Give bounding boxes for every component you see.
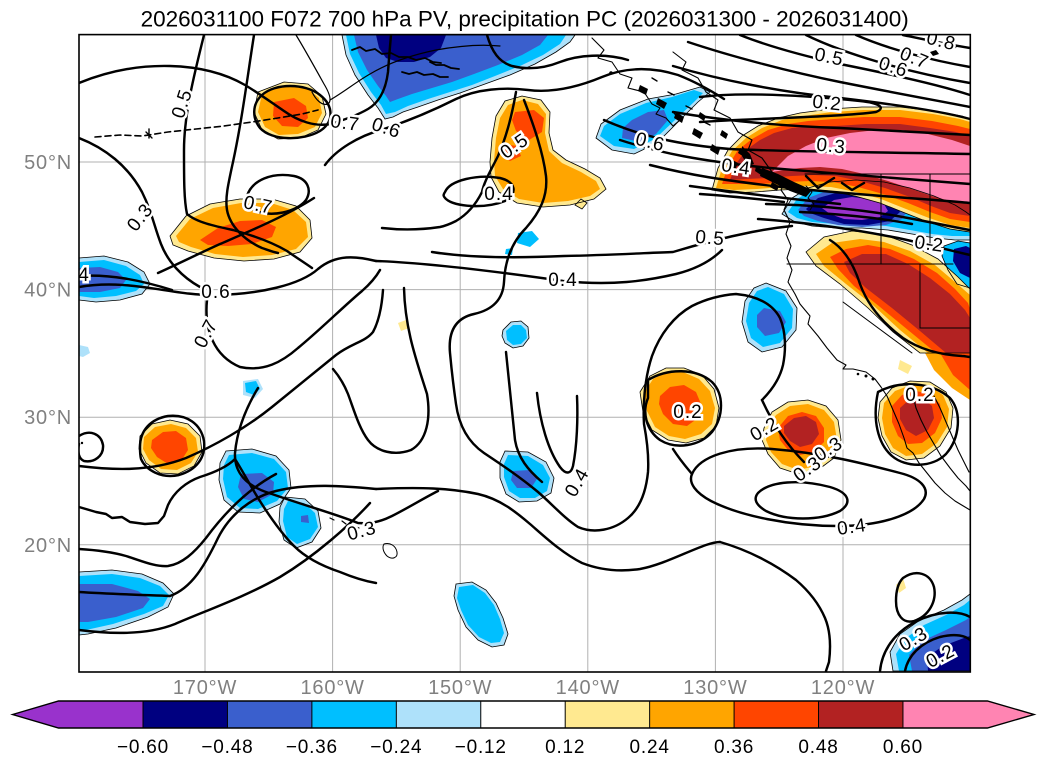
svg-text:160°W: 160°W	[300, 677, 364, 699]
svg-text:0.4: 0.4	[720, 155, 752, 180]
svg-text:−0.60: −0.60	[117, 737, 169, 758]
svg-text:120°W: 120°W	[811, 677, 875, 699]
svg-text:0.4: 0.4	[484, 184, 513, 205]
svg-text:0.2: 0.2	[913, 232, 945, 257]
svg-text:−0.36: −0.36	[286, 737, 338, 758]
svg-text:0.2: 0.2	[673, 402, 702, 423]
svg-text:0.4: 0.4	[836, 515, 868, 540]
svg-text:0.4: 0.4	[548, 270, 577, 291]
svg-text:0.24: 0.24	[630, 737, 670, 758]
svg-text:50°N: 50°N	[24, 152, 72, 174]
svg-text:140°W: 140°W	[556, 677, 620, 699]
svg-text:30°N: 30°N	[24, 407, 72, 429]
svg-text:0.7: 0.7	[329, 111, 361, 136]
svg-text:0.48: 0.48	[798, 737, 838, 758]
svg-text:0.6: 0.6	[201, 282, 230, 303]
svg-text:4: 4	[78, 265, 90, 286]
svg-text:−0.12: −0.12	[455, 737, 507, 758]
svg-text:0.5: 0.5	[694, 227, 725, 250]
svg-text:0.60: 0.60	[883, 737, 923, 758]
svg-text:−0.48: −0.48	[201, 737, 253, 758]
svg-text:0.36: 0.36	[714, 737, 754, 758]
svg-text:0.2: 0.2	[905, 385, 934, 406]
svg-text:150°W: 150°W	[428, 677, 492, 699]
svg-text:−0.24: −0.24	[370, 737, 422, 758]
svg-text:2026031100 F072 700 hPa PV, pr: 2026031100 F072 700 hPa PV, precipitatio…	[141, 7, 909, 32]
svg-text:130°W: 130°W	[683, 677, 747, 699]
svg-text:0.3: 0.3	[815, 135, 846, 159]
svg-text:20°N: 20°N	[24, 535, 72, 557]
svg-text:0.12: 0.12	[545, 737, 585, 758]
svg-text:40°N: 40°N	[24, 280, 72, 302]
svg-text:170°W: 170°W	[173, 677, 237, 699]
svg-text:0.2: 0.2	[811, 92, 842, 116]
